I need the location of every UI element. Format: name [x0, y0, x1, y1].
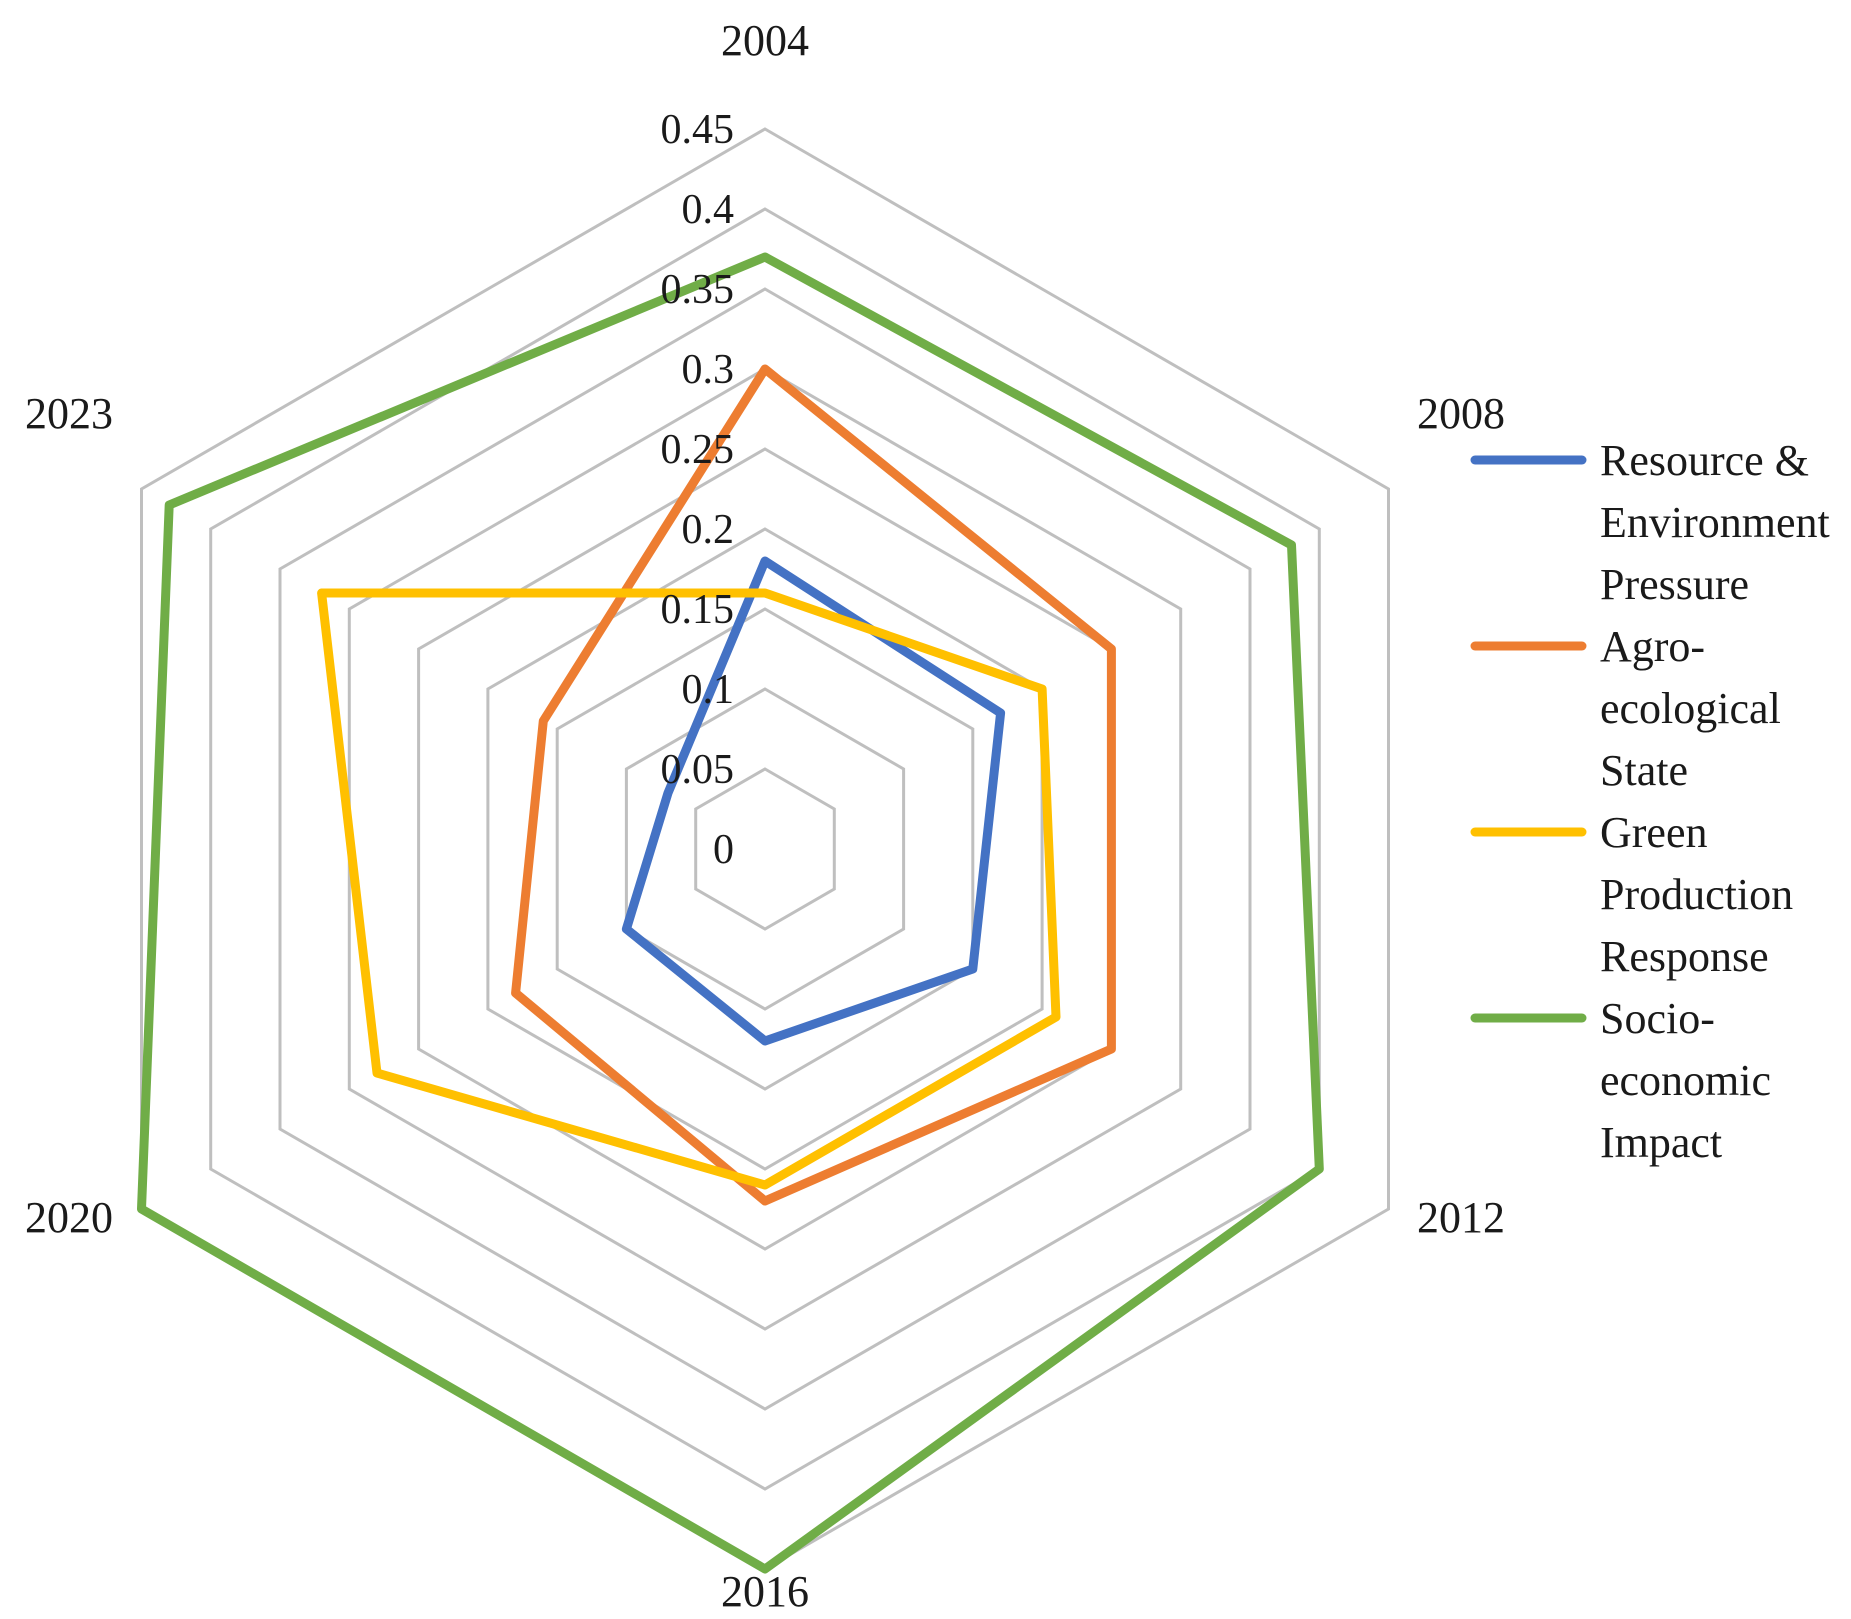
series-line-0 [621, 556, 1006, 1046]
category-label-2016: 2016 [721, 1567, 809, 1616]
grid-ring-1 [694, 767, 836, 931]
r-tick-label-5: 0.25 [661, 427, 735, 473]
legend-label-0: Resource & Environment Pressure [1600, 436, 1830, 609]
r-tick-label-6: 0.3 [682, 347, 735, 393]
grid-ring-9 [140, 127, 1390, 1571]
grid-ring-3 [555, 607, 975, 1091]
r-tick-label-1: 0.05 [661, 747, 735, 793]
category-label-2004: 2004 [721, 16, 809, 65]
legend-label-3: Socio-economic Impact [1600, 994, 1771, 1167]
r-tick-label-2: 0.1 [682, 667, 735, 713]
series-line-2 [317, 588, 1061, 1190]
legend-label-1: Agro-ecological State [1600, 622, 1781, 795]
radar-grid [140, 127, 1390, 1571]
grid-ring-7 [278, 287, 1252, 1411]
legend: Resource & Environment PressureAgro-ecolog… [1470, 436, 1830, 1167]
series-line-3 [137, 252, 1324, 1574]
category-label-2023: 2023 [25, 389, 113, 438]
r-tick-label-7: 0.35 [661, 267, 735, 313]
series-line-1 [511, 364, 1116, 1206]
legend-label-2: Green Production Response [1600, 808, 1793, 981]
r-tick-label-3: 0.15 [661, 587, 735, 633]
radial-tick-labels: 0 0.05 0.1 0.15 0.2 0.25 0.3 0.35 0.4 0.45 [661, 107, 735, 873]
grid-ring-8 [209, 207, 1321, 1491]
r-tick-label-4: 0.2 [682, 507, 735, 553]
category-label-2008: 2008 [1417, 389, 1505, 438]
grid-ring-2 [624, 687, 906, 1011]
r-tick-label-8: 0.4 [682, 187, 735, 233]
category-label-2012: 2012 [1417, 1193, 1505, 1242]
category-labels: 2004 2008 2012 2016 2020 2023 [25, 16, 1505, 1616]
radar-series [137, 252, 1324, 1574]
grid-ring-6 [347, 367, 1183, 1331]
r-tick-label-9: 0.45 [661, 107, 735, 153]
category-label-2020: 2020 [25, 1193, 113, 1242]
r-tick-label-0: 0 [713, 827, 734, 873]
